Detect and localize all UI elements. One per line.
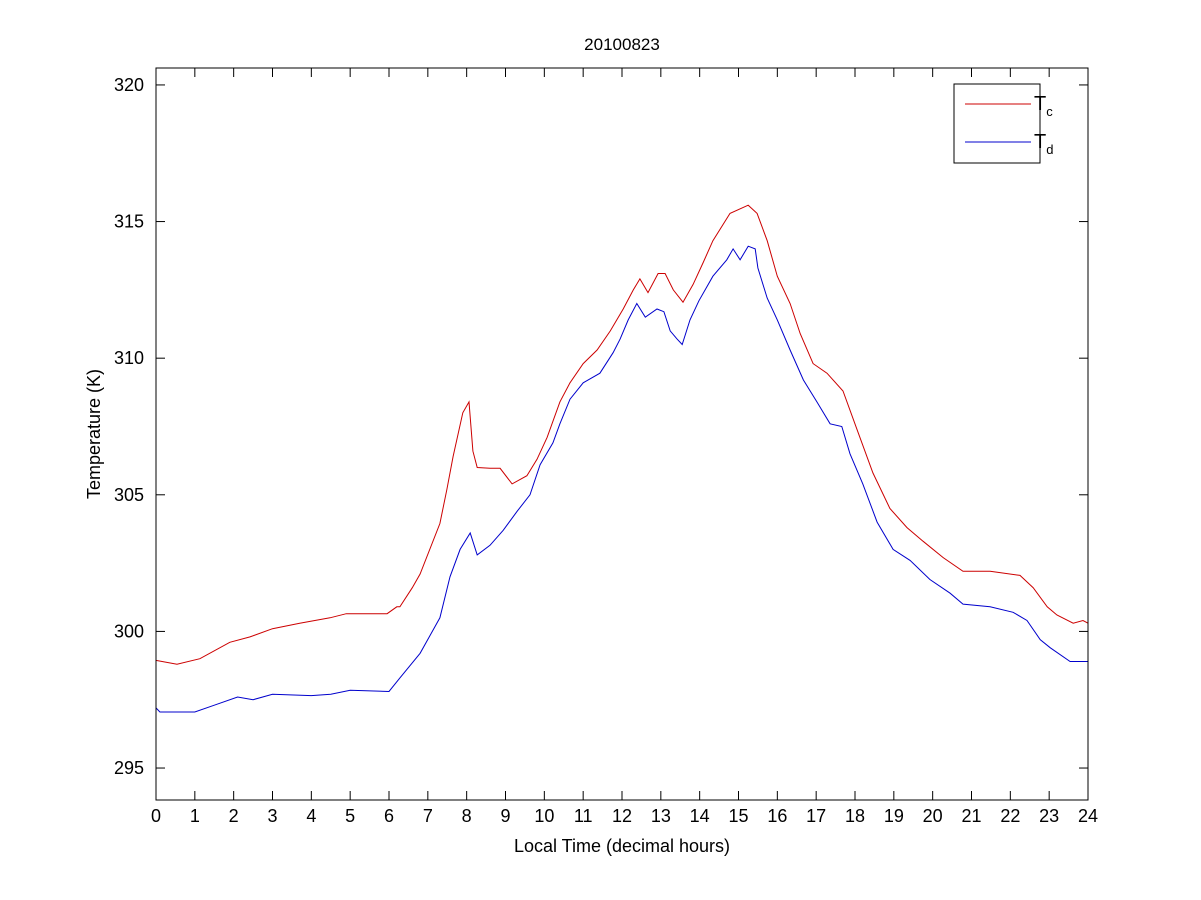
x-tick-label: 1 xyxy=(190,806,200,826)
x-tick-label: 23 xyxy=(1039,806,1059,826)
x-tick-label: 22 xyxy=(1000,806,1020,826)
x-tick-label: 13 xyxy=(651,806,671,826)
tick-layer: 0 1 2 3 4 5 6 7 8 9 10 11 12 13 14 15 16 17 18 19 20 21 22 23 24… xyxy=(114,68,1098,826)
x-tick-label: 16 xyxy=(767,806,787,826)
x-tick-label: 4 xyxy=(306,806,316,826)
x-tick-label: 8 xyxy=(462,806,472,826)
x-tick-label: 10 xyxy=(534,806,554,826)
x-tick-label: 0 xyxy=(151,806,161,826)
plot-area xyxy=(156,68,1088,800)
y-tick-label: 295 xyxy=(114,758,144,778)
x-tick-label: 17 xyxy=(806,806,826,826)
y-axis-label: Temperature (K) xyxy=(84,369,104,499)
x-tick-label: 12 xyxy=(612,806,632,826)
x-tick-label: 7 xyxy=(423,806,433,826)
x-tick-label: 21 xyxy=(961,806,981,826)
x-tick-label: 15 xyxy=(728,806,748,826)
x-axis-label: Local Time (decimal hours) xyxy=(514,836,730,856)
y-tick-label: 300 xyxy=(114,621,144,641)
x-tick-label: 2 xyxy=(229,806,239,826)
x-tick-label: 14 xyxy=(690,806,710,826)
y-tick-label: 305 xyxy=(114,485,144,505)
y-tick-label: 310 xyxy=(114,348,144,368)
y-tick-label: 320 xyxy=(114,75,144,95)
legend: Tc Td xyxy=(953,83,1053,164)
x-tick-label: 20 xyxy=(923,806,943,826)
chart-title: 20100823 xyxy=(584,35,660,54)
x-tick-label: 24 xyxy=(1078,806,1098,826)
legend-box xyxy=(953,83,1041,164)
x-tick-label: 19 xyxy=(884,806,904,826)
x-tick-label: 5 xyxy=(345,806,355,826)
y-tick-label: 315 xyxy=(114,212,144,232)
x-tick-label: 6 xyxy=(384,806,394,826)
x-tick-label: 18 xyxy=(845,806,865,826)
series-layer xyxy=(155,204,1089,713)
series-line-td xyxy=(155,245,1088,713)
legend-label-td: Td xyxy=(1034,131,1053,157)
legend-label-tc: Tc xyxy=(1034,93,1053,119)
x-tick-label: 9 xyxy=(500,806,510,826)
x-tick-label: 11 xyxy=(574,806,593,826)
x-tick-label: 3 xyxy=(267,806,277,826)
series-line-tc xyxy=(155,204,1089,665)
